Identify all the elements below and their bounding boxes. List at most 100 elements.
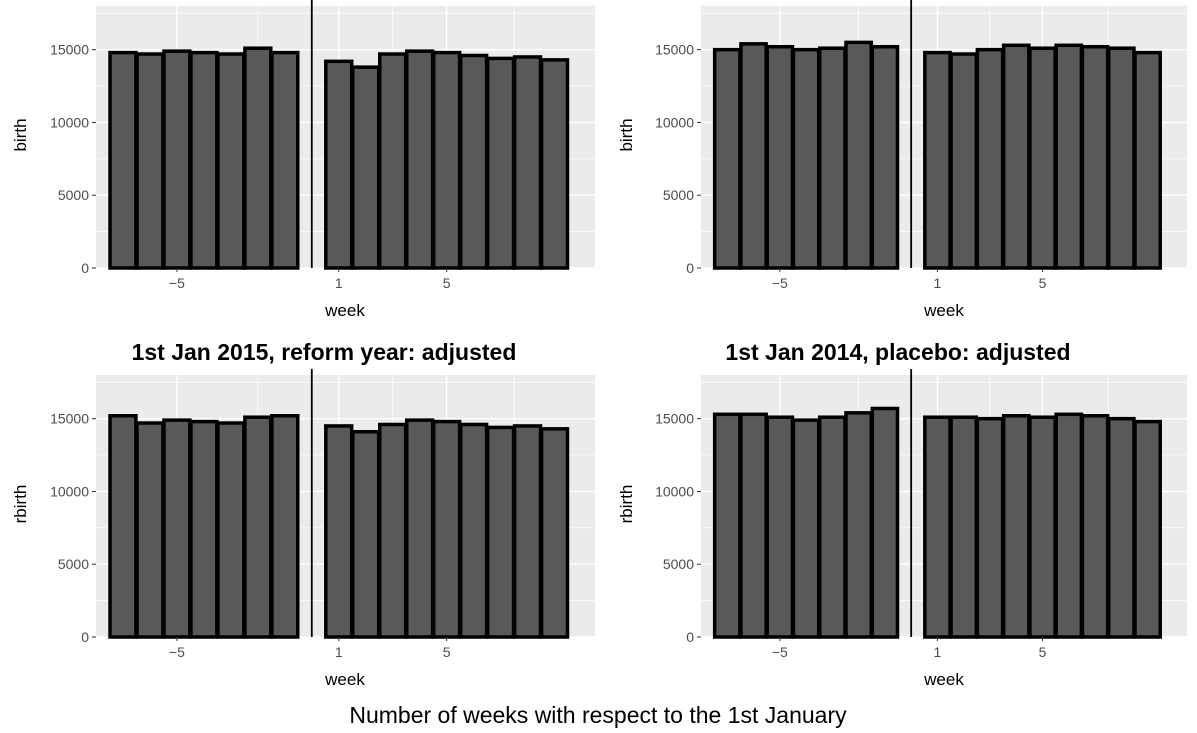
bar <box>1028 415 1057 639</box>
bar <box>1106 416 1136 639</box>
bar <box>404 49 435 270</box>
bar <box>870 45 900 270</box>
bar <box>975 47 1005 270</box>
bar <box>243 415 273 639</box>
bar <box>817 415 847 639</box>
bar <box>431 50 462 270</box>
bar <box>189 50 219 270</box>
y-tick-label: 0 <box>81 260 89 276</box>
bar <box>216 421 246 639</box>
panel-top-right: 0 5000 10000 15000 −5 1 5 week birth <box>617 0 1187 320</box>
x-tick-label: 5 <box>443 275 451 291</box>
x-tick-label: 1 <box>335 644 343 660</box>
bar <box>1080 414 1110 639</box>
bar <box>1133 50 1162 270</box>
x-axis-title: week <box>324 670 365 689</box>
y-tick-label: 15000 <box>655 411 694 427</box>
x-tick-label: −5 <box>772 644 788 660</box>
y-tick-label: 15000 <box>50 411 89 427</box>
bar <box>791 418 821 639</box>
x-axis-title: week <box>923 670 964 689</box>
panel-top-left: 0 5000 10000 15000 −5 1 5 week birth <box>11 0 595 320</box>
bar <box>162 418 192 639</box>
x-tick-label: 5 <box>1039 275 1047 291</box>
bar <box>458 422 489 639</box>
figure-x-title: Number of weeks with respect to the 1st … <box>349 702 847 728</box>
bar <box>539 427 570 639</box>
x-tick-label: −5 <box>169 275 185 291</box>
panel-bottom-right: 1st Jan 2014, placebo: adjusted 0 5000 100… <box>617 339 1187 689</box>
bar <box>739 412 768 639</box>
bar <box>1028 46 1057 270</box>
x-tick-label: −5 <box>772 275 788 291</box>
y-tick-label: 15000 <box>50 42 89 58</box>
bar <box>378 52 408 270</box>
panel-bottom-left: 1st Jan 2015, reform year: adjusted 0 500… <box>11 339 595 689</box>
x-tick-label: 1 <box>934 644 942 660</box>
bar <box>404 418 435 639</box>
y-axis-title: birth <box>11 118 30 151</box>
bar <box>351 65 381 270</box>
y-tick-label: 5000 <box>663 556 694 572</box>
bar <box>1106 46 1136 270</box>
bar <box>949 52 979 270</box>
bar <box>1001 414 1031 639</box>
x-tick-label: 5 <box>1039 644 1047 660</box>
bar <box>458 53 489 270</box>
x-axis-title: week <box>324 301 365 320</box>
y-tick-label: 5000 <box>58 187 89 203</box>
y-tick-label: 10000 <box>50 483 89 499</box>
bar <box>135 421 165 639</box>
panel-title: 1st Jan 2014, placebo: adjusted <box>725 339 1070 365</box>
y-tick-label: 0 <box>686 260 694 276</box>
y-tick-label: 15000 <box>655 42 694 58</box>
bar <box>712 47 742 270</box>
y-tick-label: 10000 <box>655 114 694 130</box>
y-axis-title: rbirth <box>11 485 30 524</box>
panel-title: 1st Jan 2015, reform year: adjusted <box>132 339 517 365</box>
y-tick-label: 0 <box>81 629 89 645</box>
bar <box>162 49 192 270</box>
bar <box>216 52 246 270</box>
bar <box>243 46 273 270</box>
bar <box>512 55 543 270</box>
y-tick-label: 0 <box>686 629 694 645</box>
x-axis-title: week <box>923 301 964 320</box>
bar <box>844 40 873 270</box>
bar <box>712 412 742 639</box>
bar <box>1133 419 1162 639</box>
bar <box>108 50 138 270</box>
bar <box>817 46 847 270</box>
bar <box>431 419 462 639</box>
bar <box>1054 43 1084 270</box>
bar <box>189 419 219 639</box>
bar <box>1001 43 1031 270</box>
bar <box>324 59 354 270</box>
plot-area: 0 5000 10000 15000 −5 1 5 <box>655 0 1187 291</box>
x-tick-label: 1 <box>934 275 942 291</box>
bar <box>791 47 821 270</box>
bar <box>870 406 900 639</box>
y-tick-label: 10000 <box>655 483 694 499</box>
plot-area: 0 5000 10000 15000 −5 1 5 <box>655 369 1187 660</box>
bar <box>1080 45 1110 270</box>
bar <box>739 42 768 270</box>
plot-area: 0 5000 10000 15000 −5 1 5 <box>50 369 595 660</box>
bar <box>923 415 952 639</box>
bar <box>270 414 300 639</box>
bar <box>378 422 408 639</box>
bar <box>485 56 516 270</box>
bar <box>765 415 795 639</box>
bar <box>765 45 795 270</box>
bar <box>108 414 138 639</box>
plot-area: 0 5000 10000 15000 −5 1 5 <box>50 0 595 291</box>
bar <box>351 430 381 639</box>
bar <box>923 50 952 270</box>
x-tick-label: 5 <box>443 644 451 660</box>
bar <box>485 425 516 639</box>
bar <box>270 50 300 270</box>
bar <box>135 52 165 270</box>
bar <box>949 415 979 639</box>
y-tick-label: 5000 <box>58 556 89 572</box>
